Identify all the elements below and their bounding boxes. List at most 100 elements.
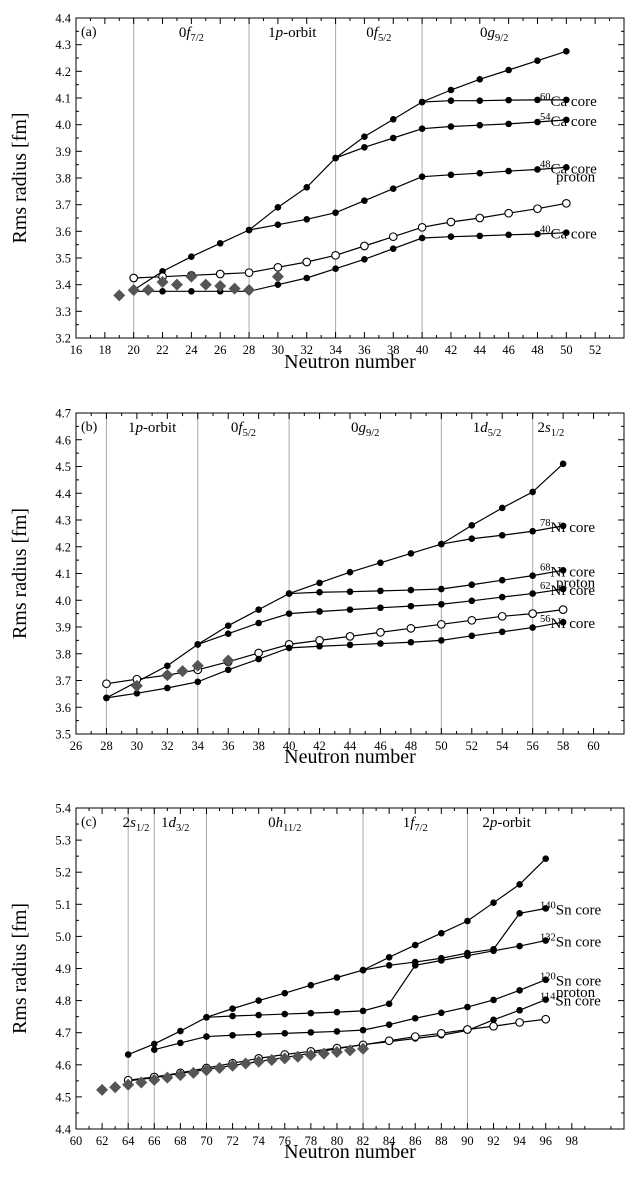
data-point [447, 171, 455, 179]
series-line [106, 621, 564, 699]
data-point [244, 268, 254, 278]
y-tick-label: 4.0 [55, 118, 71, 132]
data-point [188, 253, 195, 260]
x-tick-label: 44 [474, 343, 487, 357]
series-label: 132Sn core [540, 933, 601, 951]
data-point [285, 644, 293, 652]
data-point [516, 987, 523, 994]
x-tick-label: 26 [70, 739, 83, 753]
shell-label: 1f7/2 [403, 815, 428, 834]
experiment-point [96, 1083, 109, 1096]
data-point [389, 116, 397, 123]
data-point [447, 233, 455, 240]
data-point [534, 230, 541, 238]
data-point [346, 588, 354, 595]
series-label: 48Ca core [540, 159, 597, 177]
data-point [274, 281, 282, 288]
x-tick-label: 84 [383, 1134, 396, 1148]
data-point [559, 460, 567, 468]
data-point [438, 585, 445, 593]
series-label: 140Sn core [540, 900, 601, 918]
data-point [103, 694, 110, 702]
data-point [331, 250, 340, 260]
experiment-point [113, 289, 126, 302]
data-point [418, 173, 426, 180]
data-point [534, 57, 541, 64]
data-point [303, 184, 311, 191]
experiment-point [278, 1052, 291, 1065]
y-tick-label: 5.0 [55, 930, 71, 944]
x-tick-label: 38 [252, 739, 265, 753]
data-point [534, 166, 541, 173]
data-point [224, 630, 232, 637]
series-line [289, 569, 564, 595]
data-point [436, 1028, 446, 1038]
x-tick-label: 32 [300, 343, 313, 357]
y-tick-label: 4.7 [55, 407, 71, 421]
data-point [516, 909, 523, 917]
data-point [164, 662, 171, 670]
x-tick-label: 48 [405, 739, 418, 753]
data-point [124, 1051, 132, 1058]
x-tick-label: 82 [357, 1134, 370, 1148]
data-point [203, 1013, 210, 1021]
series-line [362, 907, 546, 971]
data-point [467, 615, 477, 625]
series-56ni-core: 56Ni core [103, 614, 595, 702]
y-axis-label: Rms radius [fm] [9, 112, 31, 243]
data-point [438, 1009, 445, 1017]
y-tick-label: 3.6 [55, 701, 71, 715]
data-point [489, 1021, 498, 1031]
data-point [563, 96, 570, 104]
experiment-point [228, 282, 241, 295]
data-point [361, 197, 368, 204]
data-point [505, 231, 512, 239]
x-tick-label: 66 [148, 1134, 161, 1148]
experiment-point [127, 284, 140, 296]
data-point [529, 527, 536, 535]
data-point [385, 953, 393, 961]
data-point [332, 209, 339, 216]
data-point [438, 600, 445, 608]
data-point [490, 996, 497, 1004]
data-point [332, 154, 339, 162]
data-point [407, 550, 415, 557]
data-point [307, 981, 315, 989]
data-point [177, 1027, 184, 1035]
data-point [194, 678, 202, 686]
data-point [359, 1007, 367, 1015]
series-line [133, 50, 567, 291]
experiment-point [330, 1045, 343, 1058]
y-tick-label: 4.4 [55, 1123, 71, 1137]
data-point [438, 929, 445, 937]
x-tick-label: 16 [70, 343, 83, 357]
x-tick-label: 30 [131, 739, 144, 753]
series-label: proton [556, 576, 596, 592]
experiment-point [200, 1064, 213, 1077]
y-tick-label: 3.9 [55, 621, 71, 635]
x-tick-label: 24 [185, 343, 198, 357]
data-point [529, 488, 536, 496]
x-tick-label: 86 [409, 1134, 422, 1148]
experiment-point [243, 284, 256, 296]
data-point [345, 632, 355, 641]
series-label: 56Ni core [540, 614, 595, 632]
data-point [377, 604, 384, 612]
experiment-point [214, 280, 227, 292]
series-line [133, 232, 567, 292]
data-point [229, 1005, 236, 1012]
series-line [127, 858, 547, 1056]
series-line [206, 939, 546, 1018]
experiment-point [187, 1066, 200, 1079]
data-point [558, 605, 568, 614]
data-point [389, 245, 397, 252]
data-point [102, 679, 111, 689]
data-point [497, 611, 507, 621]
y-tick-label: 4.4 [55, 12, 71, 26]
x-tick-label: 72 [226, 1134, 239, 1148]
data-point [446, 217, 456, 227]
experiment-point [161, 669, 174, 682]
experiment-point [271, 270, 284, 283]
x-tick-label: 94 [513, 1134, 526, 1148]
shell-label: 1d5/2 [473, 420, 501, 439]
